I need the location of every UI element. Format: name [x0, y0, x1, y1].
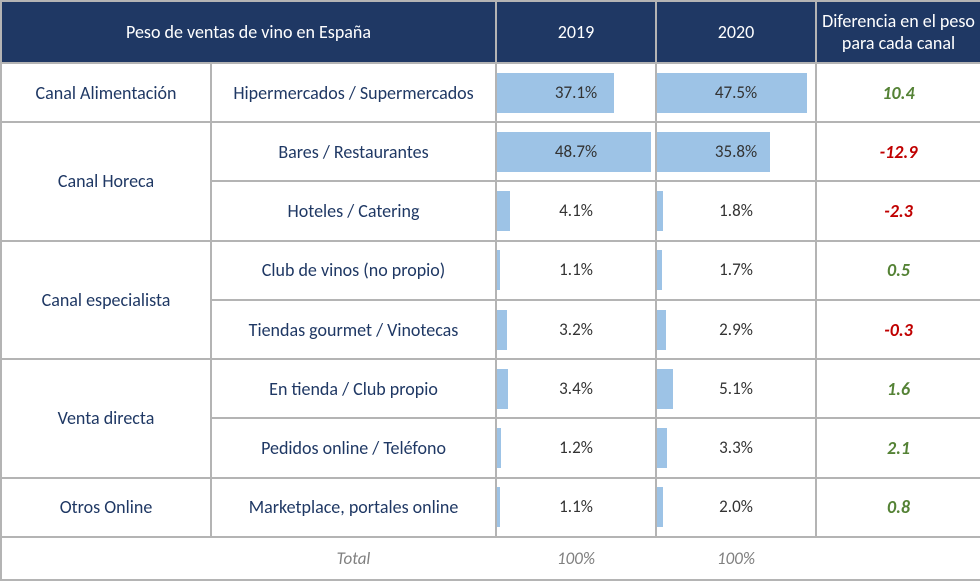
value-2020: 2.0% [656, 478, 816, 537]
value-2020: 47.5% [656, 63, 816, 122]
diff-cell: -0.3 [816, 300, 980, 359]
diff-cell: -2.3 [816, 181, 980, 240]
value-2019: 3.4% [496, 359, 656, 418]
value-2019: 1.1% [496, 478, 656, 537]
header-diff: Diferencia en el peso para cada canal [816, 1, 980, 63]
subchannel-cell: Hipermercados / Supermercados [211, 63, 496, 122]
channel-cell: Otros Online [1, 478, 211, 537]
total-label: Total [211, 537, 496, 580]
table-row: Canal especialistaClub de vinos (no prop… [1, 241, 980, 300]
value-2019: 48.7% [496, 122, 656, 181]
total-v2020: 100% [656, 537, 816, 580]
wine-sales-table: Peso de ventas de vino en España 2019 20… [0, 0, 980, 581]
value-2019: 4.1% [496, 181, 656, 240]
value-2019: 1.2% [496, 418, 656, 477]
header-2019: 2019 [496, 1, 656, 63]
subchannel-cell: Marketplace, portales online [211, 478, 496, 537]
subchannel-cell: Pedidos online / Teléfono [211, 418, 496, 477]
channel-cell: Canal especialista [1, 241, 211, 359]
subchannel-cell: Tiendas gourmet / Vinotecas [211, 300, 496, 359]
table-row: Otros OnlineMarketplace, portales online… [1, 478, 980, 537]
subchannel-cell: Club de vinos (no propio) [211, 241, 496, 300]
value-2020: 2.9% [656, 300, 816, 359]
total-v2019: 100% [496, 537, 656, 580]
diff-cell: -12.9 [816, 122, 980, 181]
value-2019: 37.1% [496, 63, 656, 122]
value-2020: 1.8% [656, 181, 816, 240]
value-2020: 5.1% [656, 359, 816, 418]
channel-cell: Canal Horeca [1, 122, 211, 240]
header-row: Peso de ventas de vino en España 2019 20… [1, 1, 980, 63]
value-2019: 3.2% [496, 300, 656, 359]
header-title: Peso de ventas de vino en España [1, 1, 496, 63]
diff-cell: 0.5 [816, 241, 980, 300]
subchannel-cell: Bares / Restaurantes [211, 122, 496, 181]
value-2020: 1.7% [656, 241, 816, 300]
total-blank [1, 537, 211, 580]
subchannel-cell: Hoteles / Catering [211, 181, 496, 240]
diff-cell: 0.8 [816, 478, 980, 537]
table-row: Canal HorecaBares / Restaurantes48.7%35.… [1, 122, 980, 181]
table: Peso de ventas de vino en España 2019 20… [0, 0, 980, 581]
total-diff-blank [816, 537, 980, 580]
diff-cell: 1.6 [816, 359, 980, 418]
total-row: Total100%100% [1, 537, 980, 580]
diff-cell: 2.1 [816, 418, 980, 477]
channel-cell: Canal Alimentación [1, 63, 211, 122]
channel-cell: Venta directa [1, 359, 211, 477]
value-2019: 1.1% [496, 241, 656, 300]
table-row: Canal AlimentaciónHipermercados / Superm… [1, 63, 980, 122]
table-row: Venta directaEn tienda / Club propio3.4%… [1, 359, 980, 418]
diff-cell: 10.4 [816, 63, 980, 122]
subchannel-cell: En tienda / Club propio [211, 359, 496, 418]
value-2020: 35.8% [656, 122, 816, 181]
value-2020: 3.3% [656, 418, 816, 477]
header-2020: 2020 [656, 1, 816, 63]
